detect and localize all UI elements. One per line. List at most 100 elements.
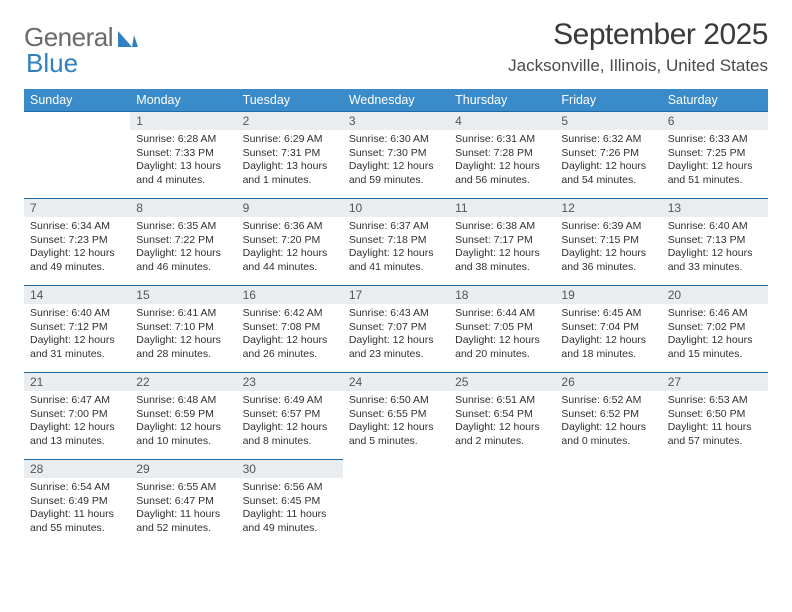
day-details: Sunrise: 6:56 AMSunset: 6:45 PMDaylight:… <box>237 478 343 537</box>
day-details: Sunrise: 6:35 AMSunset: 7:22 PMDaylight:… <box>130 217 236 276</box>
day-number: 1 <box>130 112 236 130</box>
day-details: Sunrise: 6:46 AMSunset: 7:02 PMDaylight:… <box>662 304 768 363</box>
day-number: 20 <box>662 286 768 304</box>
day-number: 2 <box>237 112 343 130</box>
calendar-day-cell: 28Sunrise: 6:54 AMSunset: 6:49 PMDayligh… <box>24 460 130 547</box>
day-number: 7 <box>24 199 130 217</box>
page-title: September 2025 <box>508 18 768 52</box>
day-details: Sunrise: 6:36 AMSunset: 7:20 PMDaylight:… <box>237 217 343 276</box>
calendar-day-cell: 30Sunrise: 6:56 AMSunset: 6:45 PMDayligh… <box>237 460 343 547</box>
day-details: Sunrise: 6:48 AMSunset: 6:59 PMDaylight:… <box>130 391 236 450</box>
day-number: 4 <box>449 112 555 130</box>
day-details: Sunrise: 6:51 AMSunset: 6:54 PMDaylight:… <box>449 391 555 450</box>
weekday-header: Friday <box>555 89 661 112</box>
calendar-day-cell: 13Sunrise: 6:40 AMSunset: 7:13 PMDayligh… <box>662 199 768 286</box>
day-number: 15 <box>130 286 236 304</box>
day-number: 30 <box>237 460 343 478</box>
day-details: Sunrise: 6:32 AMSunset: 7:26 PMDaylight:… <box>555 130 661 189</box>
day-details: Sunrise: 6:50 AMSunset: 6:55 PMDaylight:… <box>343 391 449 450</box>
sail-icon <box>116 29 140 49</box>
calendar-day-cell: 20Sunrise: 6:46 AMSunset: 7:02 PMDayligh… <box>662 286 768 373</box>
day-number: 14 <box>24 286 130 304</box>
calendar-day-cell: 19Sunrise: 6:45 AMSunset: 7:04 PMDayligh… <box>555 286 661 373</box>
day-number: 18 <box>449 286 555 304</box>
page: General September 2025 Jacksonville, Ill… <box>0 0 792 546</box>
day-number: 11 <box>449 199 555 217</box>
day-details: Sunrise: 6:29 AMSunset: 7:31 PMDaylight:… <box>237 130 343 189</box>
day-number: 23 <box>237 373 343 391</box>
page-subtitle: Jacksonville, Illinois, United States <box>508 56 768 76</box>
calendar-day-cell: .. <box>662 460 768 547</box>
logo-word-2: Blue <box>26 48 78 78</box>
weekday-header: Saturday <box>662 89 768 112</box>
day-number: 19 <box>555 286 661 304</box>
calendar-week-row: 21Sunrise: 6:47 AMSunset: 7:00 PMDayligh… <box>24 373 768 460</box>
day-number: 5 <box>555 112 661 130</box>
calendar-week-row: 7Sunrise: 6:34 AMSunset: 7:23 PMDaylight… <box>24 199 768 286</box>
calendar-day-cell: 27Sunrise: 6:53 AMSunset: 6:50 PMDayligh… <box>662 373 768 460</box>
calendar-day-cell: 15Sunrise: 6:41 AMSunset: 7:10 PMDayligh… <box>130 286 236 373</box>
calendar-day-cell: 7Sunrise: 6:34 AMSunset: 7:23 PMDaylight… <box>24 199 130 286</box>
calendar-day-cell: 6Sunrise: 6:33 AMSunset: 7:25 PMDaylight… <box>662 112 768 199</box>
calendar-day-cell: 12Sunrise: 6:39 AMSunset: 7:15 PMDayligh… <box>555 199 661 286</box>
calendar-day-cell: 26Sunrise: 6:52 AMSunset: 6:52 PMDayligh… <box>555 373 661 460</box>
calendar-table: SundayMondayTuesdayWednesdayThursdayFrid… <box>24 89 768 546</box>
weekday-header: Tuesday <box>237 89 343 112</box>
day-details: Sunrise: 6:49 AMSunset: 6:57 PMDaylight:… <box>237 391 343 450</box>
day-number: 16 <box>237 286 343 304</box>
weekday-header: Monday <box>130 89 236 112</box>
day-details: Sunrise: 6:31 AMSunset: 7:28 PMDaylight:… <box>449 130 555 189</box>
calendar-day-cell: 29Sunrise: 6:55 AMSunset: 6:47 PMDayligh… <box>130 460 236 547</box>
day-details: Sunrise: 6:43 AMSunset: 7:07 PMDaylight:… <box>343 304 449 363</box>
calendar-day-cell: 8Sunrise: 6:35 AMSunset: 7:22 PMDaylight… <box>130 199 236 286</box>
calendar-day-cell: 10Sunrise: 6:37 AMSunset: 7:18 PMDayligh… <box>343 199 449 286</box>
calendar-day-cell: 25Sunrise: 6:51 AMSunset: 6:54 PMDayligh… <box>449 373 555 460</box>
day-details: Sunrise: 6:40 AMSunset: 7:13 PMDaylight:… <box>662 217 768 276</box>
day-number: 26 <box>555 373 661 391</box>
day-number: 10 <box>343 199 449 217</box>
day-number: 9 <box>237 199 343 217</box>
day-number: 3 <box>343 112 449 130</box>
calendar-day-cell: 17Sunrise: 6:43 AMSunset: 7:07 PMDayligh… <box>343 286 449 373</box>
day-details: Sunrise: 6:38 AMSunset: 7:17 PMDaylight:… <box>449 217 555 276</box>
title-block: September 2025 Jacksonville, Illinois, U… <box>508 18 768 76</box>
day-number: 27 <box>662 373 768 391</box>
day-details: Sunrise: 6:45 AMSunset: 7:04 PMDaylight:… <box>555 304 661 363</box>
day-number: 24 <box>343 373 449 391</box>
day-details: Sunrise: 6:42 AMSunset: 7:08 PMDaylight:… <box>237 304 343 363</box>
day-details: Sunrise: 6:30 AMSunset: 7:30 PMDaylight:… <box>343 130 449 189</box>
calendar-day-cell: 5Sunrise: 6:32 AMSunset: 7:26 PMDaylight… <box>555 112 661 199</box>
weekday-header: Sunday <box>24 89 130 112</box>
day-number: 22 <box>130 373 236 391</box>
calendar-day-cell: 24Sunrise: 6:50 AMSunset: 6:55 PMDayligh… <box>343 373 449 460</box>
calendar-day-cell: 18Sunrise: 6:44 AMSunset: 7:05 PMDayligh… <box>449 286 555 373</box>
day-details: Sunrise: 6:53 AMSunset: 6:50 PMDaylight:… <box>662 391 768 450</box>
day-number: 13 <box>662 199 768 217</box>
day-number: 28 <box>24 460 130 478</box>
day-number: 21 <box>24 373 130 391</box>
calendar-body: .. 1Sunrise: 6:28 AMSunset: 7:33 PMDaylig… <box>24 112 768 547</box>
day-details: Sunrise: 6:52 AMSunset: 6:52 PMDaylight:… <box>555 391 661 450</box>
day-number: 8 <box>130 199 236 217</box>
calendar-day-cell: 4Sunrise: 6:31 AMSunset: 7:28 PMDaylight… <box>449 112 555 199</box>
day-details: Sunrise: 6:44 AMSunset: 7:05 PMDaylight:… <box>449 304 555 363</box>
day-details: Sunrise: 6:28 AMSunset: 7:33 PMDaylight:… <box>130 130 236 189</box>
day-details: Sunrise: 6:40 AMSunset: 7:12 PMDaylight:… <box>24 304 130 363</box>
day-details: Sunrise: 6:47 AMSunset: 7:00 PMDaylight:… <box>24 391 130 450</box>
day-number: 6 <box>662 112 768 130</box>
day-details: Sunrise: 6:54 AMSunset: 6:49 PMDaylight:… <box>24 478 130 537</box>
calendar-header: SundayMondayTuesdayWednesdayThursdayFrid… <box>24 89 768 112</box>
day-details: Sunrise: 6:33 AMSunset: 7:25 PMDaylight:… <box>662 130 768 189</box>
calendar-day-cell: .. <box>555 460 661 547</box>
weekday-header: Wednesday <box>343 89 449 112</box>
calendar-day-cell: 1Sunrise: 6:28 AMSunset: 7:33 PMDaylight… <box>130 112 236 199</box>
day-details: Sunrise: 6:55 AMSunset: 6:47 PMDaylight:… <box>130 478 236 537</box>
calendar-day-cell: 3Sunrise: 6:30 AMSunset: 7:30 PMDaylight… <box>343 112 449 199</box>
calendar-day-cell: 23Sunrise: 6:49 AMSunset: 6:57 PMDayligh… <box>237 373 343 460</box>
calendar-day-cell: 21Sunrise: 6:47 AMSunset: 7:00 PMDayligh… <box>24 373 130 460</box>
day-details: Sunrise: 6:34 AMSunset: 7:23 PMDaylight:… <box>24 217 130 276</box>
calendar-day-cell: 16Sunrise: 6:42 AMSunset: 7:08 PMDayligh… <box>237 286 343 373</box>
calendar-day-cell: 14Sunrise: 6:40 AMSunset: 7:12 PMDayligh… <box>24 286 130 373</box>
day-number: 12 <box>555 199 661 217</box>
weekday-header: Thursday <box>449 89 555 112</box>
